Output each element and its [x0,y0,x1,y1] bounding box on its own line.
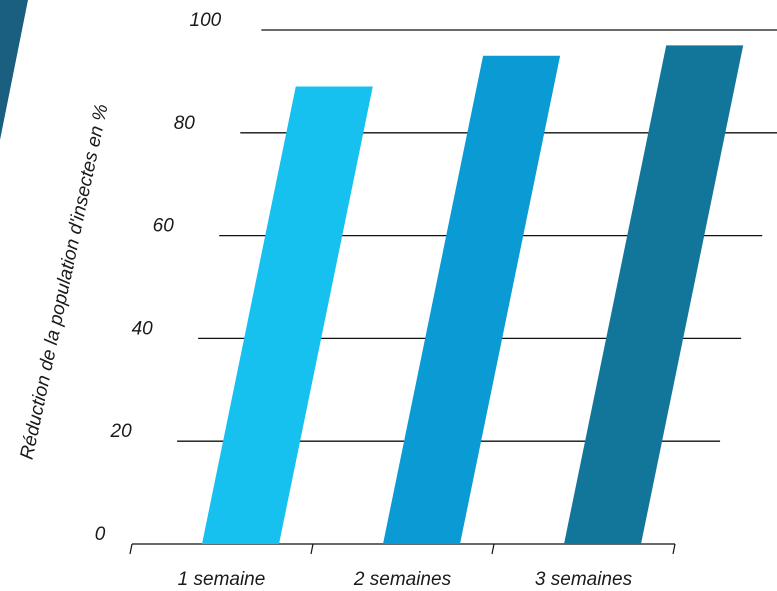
x-axis-tick [310,543,314,555]
x-tick-label: 2 semaines [353,569,452,590]
bars [202,45,744,545]
x-axis-tick [129,543,133,555]
bar-2 [383,55,561,544]
bar-3 [564,45,744,545]
x-tick-label: 1 semaine [178,569,266,590]
y-axis-label: Réduction de la population d'insectes en… [17,102,113,461]
x-axis-tick [491,543,495,555]
x-tick-label: 3 semaines [535,569,633,590]
y-tick-labels: 0 20 40 60 80 100 [95,10,222,545]
y-tick-label: 20 [110,421,133,442]
y-tick-label: 80 [174,113,196,134]
y-tick-label: 40 [132,318,154,339]
y-tick-label: 0 [95,524,106,545]
y-tick-label: 60 [153,216,175,237]
corner-accent-shape [0,0,28,140]
y-tick-label: 100 [190,10,222,31]
x-axis-tick [672,543,676,555]
bar-1 [202,86,373,544]
x-axis [129,543,676,555]
x-tick-labels: 1 semaine 2 semaines 3 semaines [178,569,633,590]
